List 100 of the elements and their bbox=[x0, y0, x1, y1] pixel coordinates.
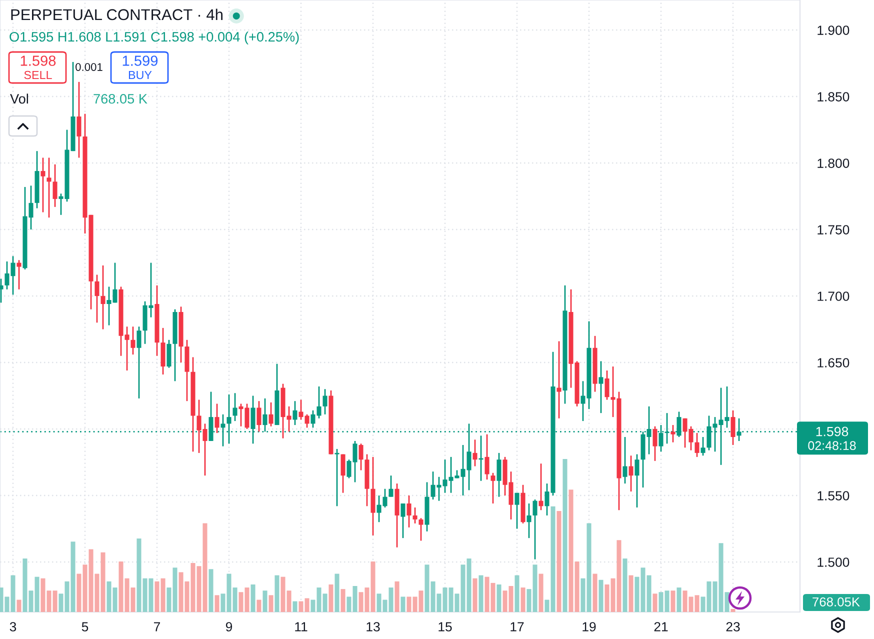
x-tick-label: 19 bbox=[582, 622, 596, 632]
annotation: BUY bbox=[128, 70, 152, 80]
bar bbox=[514, 575, 520, 612]
candlestick bbox=[622, 436, 628, 484]
candlestick bbox=[700, 436, 706, 456]
y-tick-label: 1.850 bbox=[818, 92, 850, 102]
text: 768.05K bbox=[812, 597, 860, 606]
candlestick bbox=[532, 498, 538, 560]
bar bbox=[478, 575, 484, 612]
bar bbox=[334, 574, 340, 612]
bar bbox=[274, 575, 280, 612]
bar bbox=[214, 595, 220, 612]
candlestick bbox=[358, 442, 364, 471]
candlestick bbox=[370, 456, 376, 536]
bar bbox=[598, 580, 604, 612]
candlestick bbox=[400, 502, 406, 539]
candlestick bbox=[160, 327, 166, 376]
text: O1.595 H1.608 L1.591 C1.598 +0.004 (+0.25%) bbox=[10, 32, 299, 44]
candlestick bbox=[406, 494, 412, 528]
x-tick-label: 3 bbox=[10, 622, 16, 632]
x-tick-label: 21 bbox=[654, 622, 668, 632]
text: 02:48:18 bbox=[808, 441, 856, 450]
candlestick bbox=[214, 403, 220, 434]
candlestick bbox=[52, 164, 58, 208]
x-tick-label: 15 bbox=[438, 622, 452, 632]
candlestick bbox=[628, 454, 634, 492]
x-tick-label: 11 bbox=[295, 622, 308, 632]
candlestick bbox=[268, 402, 274, 428]
candlestick bbox=[166, 339, 172, 369]
x-tick-label: 9 bbox=[226, 622, 232, 632]
bar bbox=[496, 584, 502, 612]
candlestick bbox=[496, 452, 502, 498]
bar bbox=[538, 574, 544, 612]
candlestick bbox=[526, 502, 532, 539]
bar bbox=[400, 596, 406, 612]
candlestick bbox=[388, 474, 394, 498]
annotation: 1.598 bbox=[20, 56, 56, 66]
candlestick bbox=[46, 157, 52, 218]
bar bbox=[256, 600, 262, 612]
candlestick bbox=[334, 448, 340, 507]
annotation: 0.001 bbox=[76, 63, 102, 71]
y-tick-label: 1.800 bbox=[818, 158, 850, 168]
candlestick bbox=[16, 259, 22, 290]
bar bbox=[556, 511, 562, 612]
bar bbox=[208, 569, 214, 612]
x-tick-label: 5 bbox=[82, 622, 88, 632]
x-tick-label: 17 bbox=[510, 622, 524, 632]
candlestick bbox=[634, 454, 640, 508]
bar bbox=[628, 575, 634, 612]
bar bbox=[562, 459, 568, 612]
y-tick-label: 1.900 bbox=[818, 26, 850, 35]
candlestick bbox=[418, 517, 424, 542]
bar bbox=[676, 588, 682, 612]
candlestick bbox=[514, 492, 520, 530]
y-tick-label: 1.550 bbox=[818, 491, 850, 500]
bar bbox=[622, 558, 628, 612]
candlestick bbox=[256, 400, 262, 432]
bar bbox=[16, 600, 22, 612]
candlestick bbox=[598, 360, 604, 414]
chart-title: Vol bbox=[10, 94, 28, 104]
candlestick bbox=[322, 388, 328, 416]
bar bbox=[328, 584, 334, 612]
candlestick bbox=[94, 274, 100, 324]
candlestick bbox=[130, 326, 136, 356]
candlestick bbox=[538, 462, 544, 511]
bar bbox=[652, 594, 658, 612]
candlestick bbox=[694, 432, 700, 458]
bar bbox=[262, 590, 268, 612]
candlestick bbox=[472, 438, 478, 467]
bar bbox=[670, 590, 676, 612]
ref-line-label: 1.598 bbox=[816, 426, 848, 436]
bar bbox=[520, 588, 526, 612]
candlestick bbox=[136, 326, 142, 400]
candlestick bbox=[484, 434, 490, 480]
x-tick-label: 23 bbox=[726, 622, 740, 632]
x-tick-label: 13 bbox=[366, 622, 380, 632]
candlestick bbox=[652, 426, 658, 462]
y-tick-label: 1.700 bbox=[818, 292, 850, 301]
bar bbox=[472, 578, 478, 612]
candlestick bbox=[412, 506, 418, 524]
chart-title: PERPETUAL CONTRACT · 4h bbox=[11, 8, 222, 20]
bar bbox=[340, 589, 346, 612]
annotation: 768.05 K bbox=[94, 94, 148, 104]
y-tick-label: 1.500 bbox=[818, 558, 850, 567]
bar bbox=[250, 584, 256, 612]
candlestick bbox=[76, 81, 82, 158]
bar bbox=[394, 581, 400, 612]
bar bbox=[292, 601, 298, 612]
candlestick bbox=[100, 264, 106, 330]
bar bbox=[592, 574, 598, 612]
annotation: 1.599 bbox=[122, 56, 158, 66]
y-tick-label: 1.650 bbox=[818, 358, 850, 368]
annotation: SELL bbox=[24, 70, 52, 80]
candlestick bbox=[730, 410, 736, 446]
candlestick bbox=[292, 400, 298, 426]
bar bbox=[268, 595, 274, 612]
candlestick bbox=[232, 392, 238, 422]
candlestick bbox=[340, 454, 346, 494]
candlestick bbox=[490, 472, 496, 504]
candlestick bbox=[604, 370, 610, 400]
